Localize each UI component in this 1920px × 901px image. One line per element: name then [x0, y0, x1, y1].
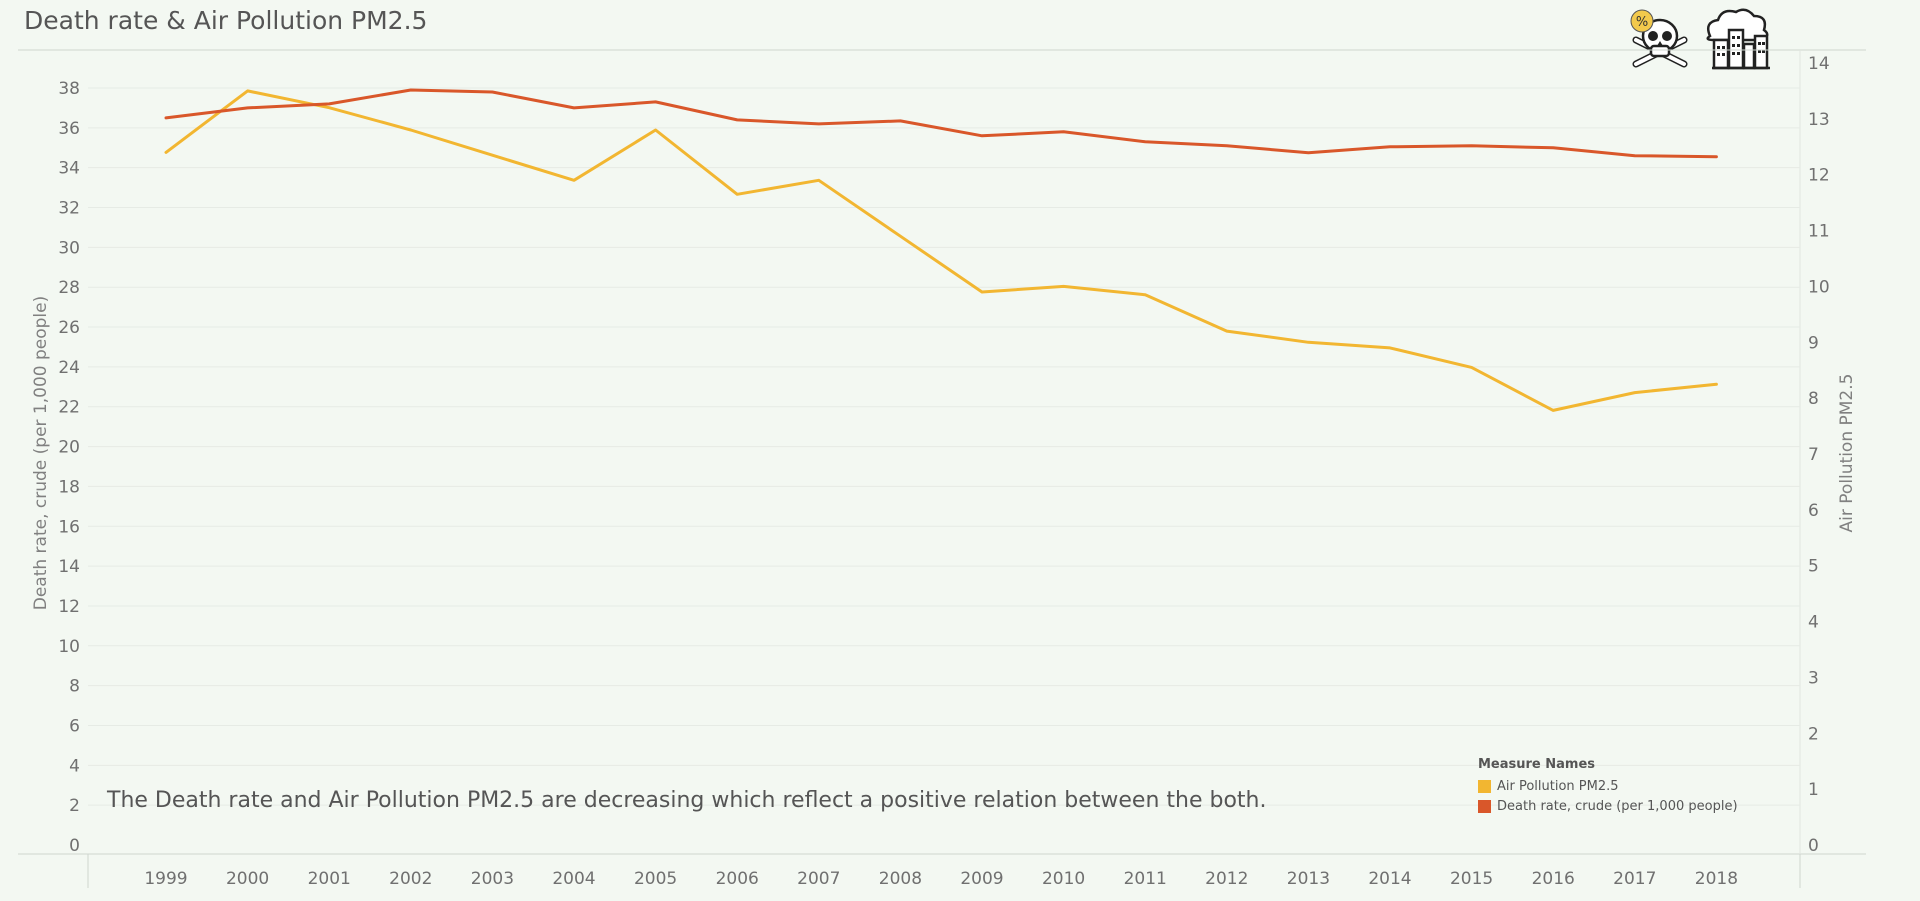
y2-tick-label: 11: [1808, 222, 1830, 242]
polluted-city-cloud-icon: [1706, 8, 1770, 70]
y2-tick-label: 6: [1808, 501, 1819, 521]
y-tick-label: 30: [58, 238, 80, 258]
x-tick-label: 2005: [634, 869, 677, 889]
header-icons: %: [1628, 6, 1778, 74]
y2-tick-label: 2: [1808, 724, 1819, 744]
y-tick-label: 10: [58, 637, 80, 657]
y2-tick-label: 8: [1808, 389, 1819, 409]
chart-title: Death rate & Air Pollution PM2.5: [24, 6, 428, 35]
y-axis-right-title: Air Pollution PM2.5: [1837, 374, 1857, 533]
y-tick-label: 4: [69, 756, 80, 776]
y2-tick-label: 0: [1808, 836, 1819, 856]
x-tick-label: 2014: [1368, 869, 1411, 889]
x-tick-label: 2007: [797, 869, 840, 889]
y2-tick-label: 5: [1808, 557, 1819, 577]
y2-tick-label: 12: [1808, 166, 1830, 186]
percent-badge-text: %: [1636, 15, 1648, 30]
y2-tick-label: 14: [1808, 54, 1830, 74]
y2-tick-label: 1: [1808, 780, 1819, 800]
x-tick-label: 2000: [226, 869, 269, 889]
x-tick-label: 2004: [552, 869, 595, 889]
legend-title: Measure Names: [1478, 757, 1596, 772]
y-tick-label: 12: [58, 597, 80, 617]
x-tick-label: 2016: [1532, 869, 1575, 889]
legend: Measure Names Air Pollution PM2.5 Death …: [1478, 757, 1738, 816]
y-tick-label: 24: [58, 358, 80, 378]
x-tick-label: 2009: [960, 869, 1003, 889]
legend-item-pm25[interactable]: Air Pollution PM2.5: [1478, 776, 1738, 796]
x-tick-label: 2002: [389, 869, 432, 889]
series-lines: [164, 88, 1718, 412]
x-tick-label: 2006: [716, 869, 759, 889]
y-tick-label: 18: [58, 477, 80, 497]
skull-crossbones-percent-icon: %: [1630, 9, 1688, 68]
y-axis-left-title: Death rate, crude (per 1,000 people): [31, 296, 51, 611]
x-tick-label: 2018: [1695, 869, 1738, 889]
x-tick-label: 2010: [1042, 869, 1085, 889]
y-tick-label: 28: [58, 278, 80, 298]
legend-label-pm25: Air Pollution PM2.5: [1497, 778, 1619, 794]
y-tick-label: 26: [58, 318, 80, 338]
x-tick-label: 2017: [1613, 869, 1656, 889]
chart-annotation: The Death rate and Air Pollution PM2.5 a…: [107, 788, 1267, 813]
x-tick-label: 2012: [1205, 869, 1248, 889]
y-tick-label: 36: [58, 119, 80, 139]
series-line-pm25[interactable]: [164, 89, 1718, 412]
y2-tick-label: 9: [1808, 333, 1819, 353]
x-tick-label: 2013: [1287, 869, 1330, 889]
legend-swatch-death-rate: [1478, 799, 1491, 813]
y2-tick-label: 4: [1808, 613, 1819, 633]
x-axis-ticks: 1999 2000 2001 2002 2003 2004 2005 2006 2007 2008…: [144, 869, 1738, 889]
x-tick-label: 2008: [879, 869, 922, 889]
chart-frame: [18, 49, 1866, 888]
x-tick-label: 2011: [1124, 869, 1167, 889]
x-tick-label: 2003: [471, 869, 514, 889]
y-tick-label: 22: [58, 398, 80, 418]
y-tick-label: 34: [58, 159, 80, 179]
y2-tick-label: 10: [1808, 277, 1830, 297]
x-tick-label: 2015: [1450, 869, 1493, 889]
x-tick-label: 1999: [144, 869, 187, 889]
gridlines: [88, 87, 1800, 806]
y-tick-label: 8: [69, 677, 80, 697]
legend-swatch-pm25: [1478, 779, 1491, 793]
y2-tick-label: 13: [1808, 110, 1830, 130]
series-line-death-rate[interactable]: [164, 88, 1718, 159]
y-tick-label: 32: [58, 199, 80, 219]
y2-tick-label: 7: [1808, 445, 1819, 465]
y-tick-label: 6: [69, 716, 80, 736]
legend-label-death-rate: Death rate, crude (per 1,000 people): [1497, 798, 1738, 814]
y-tick-label: 16: [58, 517, 80, 537]
y-tick-label: 38: [58, 79, 80, 99]
x-tick-label: 2001: [308, 869, 351, 889]
y-tick-label: 2: [69, 796, 80, 816]
y2-tick-label: 3: [1808, 668, 1819, 688]
y-tick-label: 20: [58, 438, 80, 458]
legend-item-death-rate[interactable]: Death rate, crude (per 1,000 people): [1478, 796, 1738, 816]
y-tick-label: 14: [58, 557, 80, 577]
y-tick-label: 0: [69, 836, 80, 856]
